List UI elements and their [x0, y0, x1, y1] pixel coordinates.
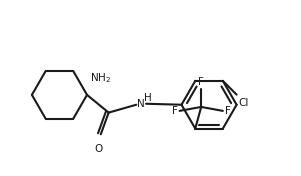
Text: Cl: Cl	[239, 98, 249, 108]
Text: F: F	[172, 106, 178, 116]
Text: NH$_2$: NH$_2$	[90, 71, 111, 85]
Text: F: F	[198, 77, 204, 87]
Text: H: H	[144, 93, 152, 103]
Text: N: N	[137, 99, 145, 109]
Text: F: F	[225, 106, 231, 116]
Text: O: O	[95, 144, 103, 154]
